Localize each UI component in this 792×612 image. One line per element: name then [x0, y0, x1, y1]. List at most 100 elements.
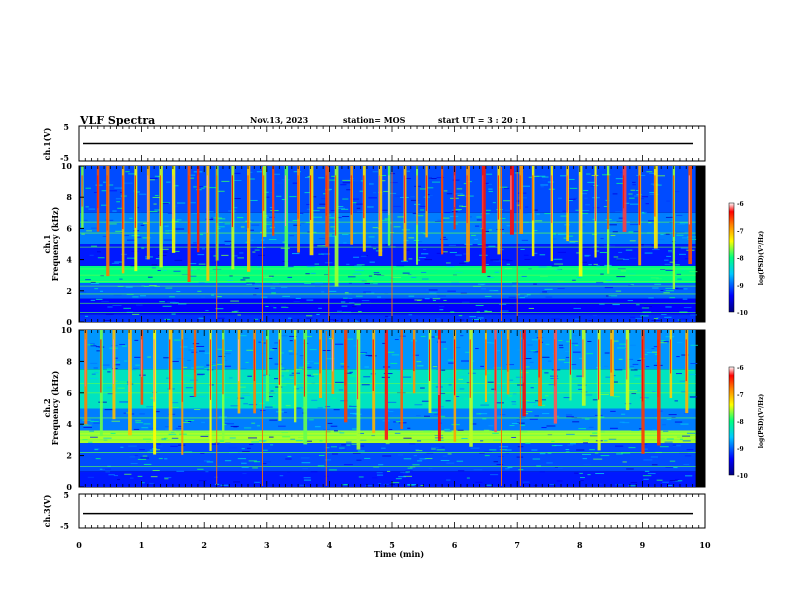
noise-speck — [605, 376, 613, 378]
noise-speck — [660, 268, 666, 270]
noise-speck — [593, 209, 600, 211]
noise-speck — [544, 372, 549, 374]
noise-speck — [602, 174, 611, 176]
noise-speck — [310, 272, 316, 274]
ch1-burst-core-1 — [97, 175, 99, 209]
noise-speck — [267, 227, 274, 229]
noise-speck — [229, 275, 233, 277]
noise-speck — [448, 244, 456, 246]
noise-speck — [256, 171, 265, 173]
noise-speck — [554, 444, 563, 446]
noise-speck — [269, 207, 274, 209]
noise-speck — [484, 295, 492, 297]
noise-speck — [328, 290, 337, 292]
ch1-burst-core-32 — [497, 175, 499, 220]
noise-speck — [230, 387, 234, 389]
noise-speck — [418, 257, 426, 259]
noise-speck — [564, 344, 570, 346]
noise-speck — [651, 320, 660, 322]
noise-speck — [381, 233, 385, 235]
ch2-burst-core-36 — [582, 339, 584, 378]
noise-speck — [149, 177, 158, 179]
noise-speck — [381, 180, 386, 182]
noise-speck — [333, 430, 338, 432]
noise-speck — [451, 209, 461, 211]
noise-speck — [412, 464, 420, 466]
ch1-burst-18 — [309, 166, 314, 256]
noise-speck — [421, 278, 429, 280]
noise-speck — [625, 249, 633, 251]
noise-speck — [128, 173, 136, 175]
noise-speck — [439, 309, 444, 311]
noise-speck — [397, 216, 406, 218]
noise-speck — [329, 217, 336, 219]
noise-speck — [324, 459, 332, 461]
noise-speck — [423, 248, 427, 250]
noise-speck — [94, 288, 99, 290]
noise-speck — [171, 313, 176, 315]
noise-speck — [248, 460, 257, 462]
noise-speck — [669, 261, 675, 263]
noise-speck — [644, 252, 653, 254]
ch2-colorbar-label: log(PSD)(V²/Hz) — [758, 394, 765, 449]
noise-speck — [404, 373, 413, 375]
noise-speck — [389, 232, 394, 234]
noise-speck — [154, 209, 161, 211]
noise-speck — [539, 254, 546, 256]
noise-speck — [487, 277, 494, 279]
noise-speck — [594, 452, 599, 454]
noise-speck — [90, 282, 99, 284]
ch3-ytick-top: 5 — [63, 490, 69, 500]
noise-speck — [318, 177, 325, 179]
noise-speck — [252, 467, 258, 469]
noise-speck — [204, 367, 212, 369]
noise-speck — [493, 367, 503, 369]
noise-speck — [587, 416, 596, 418]
ch2-burst-0 — [84, 330, 88, 425]
figure-title: VLF Spectra — [79, 114, 155, 127]
noise-speck — [254, 284, 262, 286]
noise-speck — [455, 254, 462, 256]
noise-speck — [189, 269, 193, 271]
noise-speck — [679, 311, 688, 313]
noise-speck — [629, 257, 637, 259]
noise-speck — [114, 187, 123, 189]
ch2-burst-40 — [641, 330, 645, 454]
ch2-burst-36 — [581, 330, 586, 406]
noise-speck — [454, 369, 462, 371]
noise-speck — [573, 335, 578, 337]
ch1-burst-core-43 — [654, 175, 656, 217]
noise-speck — [545, 296, 553, 298]
noise-speck — [395, 421, 404, 423]
noise-speck — [672, 481, 681, 483]
noise-speck — [433, 336, 441, 338]
noise-speck — [269, 436, 274, 438]
ch1-burst-core-28 — [441, 175, 443, 220]
noise-speck — [176, 291, 181, 293]
noise-speck — [306, 299, 314, 301]
noise-speck — [164, 225, 169, 227]
noise-speck — [461, 206, 468, 208]
noise-speck — [270, 305, 275, 307]
noise-speck — [340, 301, 346, 303]
noise-speck — [141, 482, 145, 484]
noise-speck — [518, 469, 524, 471]
noise-speck — [574, 472, 579, 474]
noise-speck — [416, 361, 422, 363]
noise-speck — [206, 461, 214, 463]
ch1-burst-core-33 — [510, 175, 512, 210]
noise-speck — [486, 484, 492, 486]
noise-speck — [557, 287, 565, 289]
noise-speck — [444, 428, 450, 430]
noise-speck — [402, 376, 412, 378]
noise-speck — [242, 277, 250, 279]
ch1-ytick-top: 5 — [63, 122, 69, 132]
noise-speck — [307, 176, 311, 178]
noise-speck — [429, 292, 437, 294]
noise-speck — [342, 311, 352, 313]
noise-speck — [505, 449, 512, 451]
noise-speck — [653, 318, 659, 320]
noise-speck — [222, 424, 227, 426]
noise-speck — [357, 450, 365, 452]
noise-speck — [557, 233, 567, 235]
